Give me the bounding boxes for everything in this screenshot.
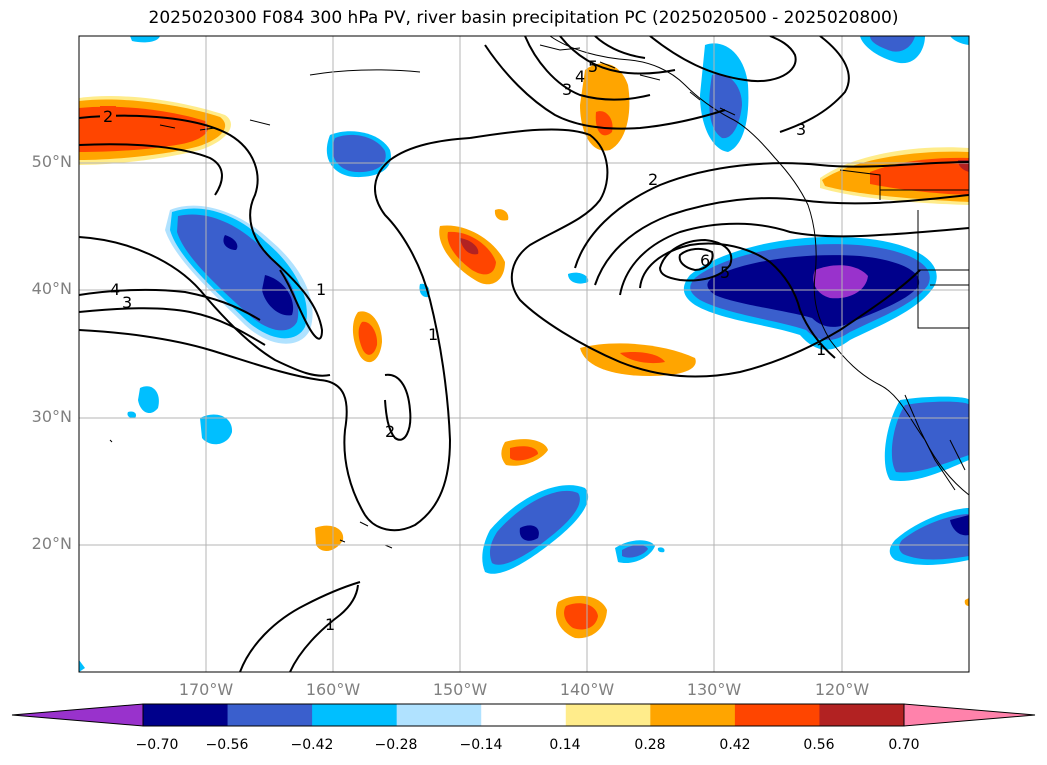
- coastlines: [109, 36, 969, 549]
- contour-label: 3: [562, 80, 572, 99]
- colorbar-cell: [312, 704, 398, 726]
- contour-label: 5: [720, 263, 730, 282]
- contour-label: 2: [103, 107, 113, 126]
- colorbar-cell: [650, 704, 736, 726]
- contour-label: 4: [110, 280, 120, 299]
- colorbar-tick-label: 0.70: [888, 737, 920, 753]
- pv-contours: [79, 36, 969, 672]
- lat-label-20n: 20°N: [31, 534, 72, 553]
- contour-label: 1: [428, 325, 438, 344]
- colorbar-cell: [143, 704, 229, 726]
- lon-label-150w: 150°W: [432, 680, 488, 699]
- colorbar-cell: [734, 704, 820, 726]
- colorbar-tick-label: 0.28: [634, 737, 666, 753]
- precip-positive-158w: [352, 311, 382, 363]
- contour-label: 1: [316, 280, 326, 299]
- lon-label-170w: 170°W: [178, 680, 234, 699]
- contour-label: 3: [796, 120, 806, 139]
- colorbar-tick-label: −0.70: [135, 737, 179, 753]
- contour-label: 4: [575, 67, 585, 86]
- lon-label-120w: 120°W: [814, 680, 870, 699]
- precip-positive-subtropical: [315, 343, 696, 639]
- map-frame: [78, 35, 970, 673]
- lon-label-160w: 160°W: [305, 680, 361, 699]
- colorbar-cell: [227, 704, 313, 726]
- gridlines: [79, 36, 969, 672]
- colorbar-tick-label: −0.42: [290, 737, 334, 753]
- colorbar-extend-min: [11, 703, 144, 727]
- contour-label: 1: [325, 615, 335, 634]
- lon-label-130w: 130°W: [686, 680, 742, 699]
- colorbar-cells: [143, 704, 905, 726]
- colorbar: [11, 703, 1036, 727]
- lat-label-30n: 30°N: [31, 407, 72, 426]
- colorbar-cell: [819, 704, 905, 726]
- precip-negative-west: [165, 205, 313, 344]
- colorbar-extend-max: [903, 703, 1036, 727]
- contour-label: 2: [385, 422, 395, 441]
- colorbar-tick-label: 0.14: [549, 737, 581, 753]
- colorbar-cell: [565, 704, 651, 726]
- colorbar-cell: [481, 704, 567, 726]
- colorbar-tick-label: −0.56: [205, 737, 249, 753]
- precip-negative-subtropical: [482, 485, 665, 574]
- contour-label: 3: [122, 293, 132, 312]
- colorbar-tick-label: −0.14: [459, 737, 503, 753]
- contour-label: 5: [588, 57, 598, 76]
- lat-label-40n: 40°N: [31, 279, 72, 298]
- precip-positive-150w: [439, 209, 509, 285]
- colorbar-frame: [142, 703, 905, 727]
- colorbar-tick-label: −0.28: [374, 737, 418, 753]
- map-title: 2025020300 F084 300 hPa PV, river basin …: [148, 8, 899, 28]
- precip-negative-small: [127, 272, 589, 445]
- contour-label: 1: [816, 340, 826, 359]
- lon-label-140w: 140°W: [559, 680, 615, 699]
- colorbar-tick-label: 0.42: [719, 737, 751, 753]
- colorbar-tick-label: 0.56: [803, 737, 835, 753]
- contour-label: 2: [648, 170, 658, 189]
- lat-label-50n: 50°N: [31, 152, 72, 171]
- contour-labels: 2 4 3 1 1 2 3 4 5 3 2 6 5 1 1: [100, 57, 826, 634]
- contour-label: 6: [700, 251, 710, 270]
- colorbar-cell: [396, 704, 482, 726]
